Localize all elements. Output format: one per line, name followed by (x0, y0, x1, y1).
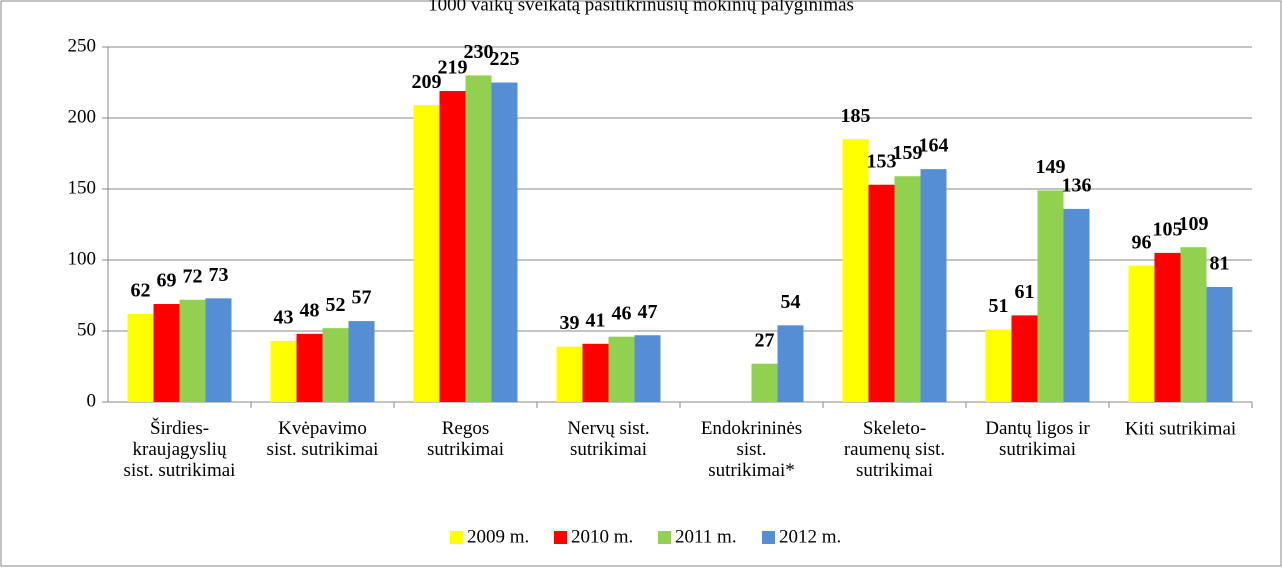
value-label: 39 (560, 312, 580, 334)
bar (439, 91, 466, 403)
x-tick-label: Dantų ligos ir sutrikimai (985, 418, 1090, 460)
value-label: 209 (412, 71, 442, 93)
value-label: 219 (438, 57, 468, 79)
bar (153, 304, 180, 402)
value-label: 159 (893, 142, 923, 164)
legend-swatch (762, 531, 775, 544)
bar (920, 169, 947, 402)
x-tick-label: Endokrininės sist. sutrikimai* (701, 418, 802, 481)
legend-swatch (658, 531, 671, 544)
value-label: 81 (1210, 253, 1230, 275)
value-label: 149 (1036, 156, 1066, 178)
value-label: 52 (326, 294, 346, 316)
chart-title: 1000 vaikų sveikatą pasitikrinusių mokin… (428, 0, 854, 15)
bar (868, 184, 895, 402)
value-label: 105 (1153, 218, 1183, 240)
x-tick-label: Kvėpavimo sist. sutrikimai (267, 418, 379, 460)
bar (842, 139, 869, 403)
value-label: 51 (989, 295, 1009, 317)
x-tick-label: Regos sutrikimai (427, 418, 504, 460)
bar (1011, 315, 1038, 402)
legend-label: 2009 m. (467, 526, 529, 547)
bar (205, 298, 232, 402)
x-tick-label: Skeleto-raumenų sist. sutrikimai (844, 418, 945, 481)
y-tick-label: 200 (68, 106, 97, 127)
bar (608, 336, 635, 402)
value-label: 47 (638, 301, 658, 323)
value-label: 43 (274, 307, 294, 329)
value-label: 225 (490, 48, 520, 70)
bar (985, 329, 1012, 402)
value-label: 62 (131, 280, 151, 302)
value-label: 153 (867, 150, 897, 172)
y-tick-label: 250 (68, 35, 97, 56)
bar (894, 176, 921, 402)
value-label: 136 (1062, 174, 1092, 196)
bar (127, 313, 154, 402)
value-label: 164 (919, 135, 949, 157)
bar (322, 328, 349, 402)
x-tick-label: Širdies-kraujagyslių sist. sutrikimai (124, 417, 236, 481)
value-label: 41 (586, 309, 606, 331)
legend-swatch (450, 531, 463, 544)
bar (296, 333, 323, 402)
legend-label: 2011 m. (675, 526, 737, 547)
legend-label: 2012 m. (779, 526, 841, 547)
bar (634, 335, 661, 402)
value-label: 185 (841, 105, 871, 127)
bar (413, 105, 440, 402)
value-label: 48 (300, 299, 320, 321)
value-label: 46 (612, 302, 632, 324)
y-tick-label: 100 (68, 248, 97, 269)
bar (465, 75, 492, 403)
legend-swatch (554, 531, 567, 544)
value-label: 230 (464, 41, 494, 63)
bar (179, 299, 206, 402)
bar (270, 340, 297, 402)
y-tick-label: 0 (87, 390, 97, 411)
value-label: 109 (1179, 213, 1209, 235)
bar (491, 82, 518, 402)
value-label: 69 (157, 270, 177, 292)
value-label: 61 (1015, 281, 1035, 303)
value-label: 96 (1132, 231, 1152, 253)
bar (1206, 286, 1233, 402)
bar (1128, 265, 1155, 402)
value-label: 73 (209, 264, 229, 286)
x-tick-label: Nervų sist. sutrikimai (567, 418, 649, 460)
value-label: 57 (352, 287, 372, 309)
bar (582, 343, 609, 402)
bar (751, 363, 778, 402)
value-label: 72 (183, 265, 203, 287)
bar (777, 325, 804, 402)
value-label: 27 (755, 329, 775, 351)
x-tick-label: Kiti sutrikimai (1125, 418, 1236, 439)
bar (348, 321, 375, 402)
bar (1063, 208, 1090, 402)
bar (1037, 190, 1064, 402)
bar (556, 346, 583, 402)
bar (1180, 247, 1207, 402)
y-tick-label: 150 (68, 177, 97, 198)
legend-label: 2010 m. (571, 526, 633, 547)
bar (1154, 252, 1181, 402)
value-label: 54 (781, 291, 801, 313)
y-tick-label: 50 (77, 319, 96, 340)
